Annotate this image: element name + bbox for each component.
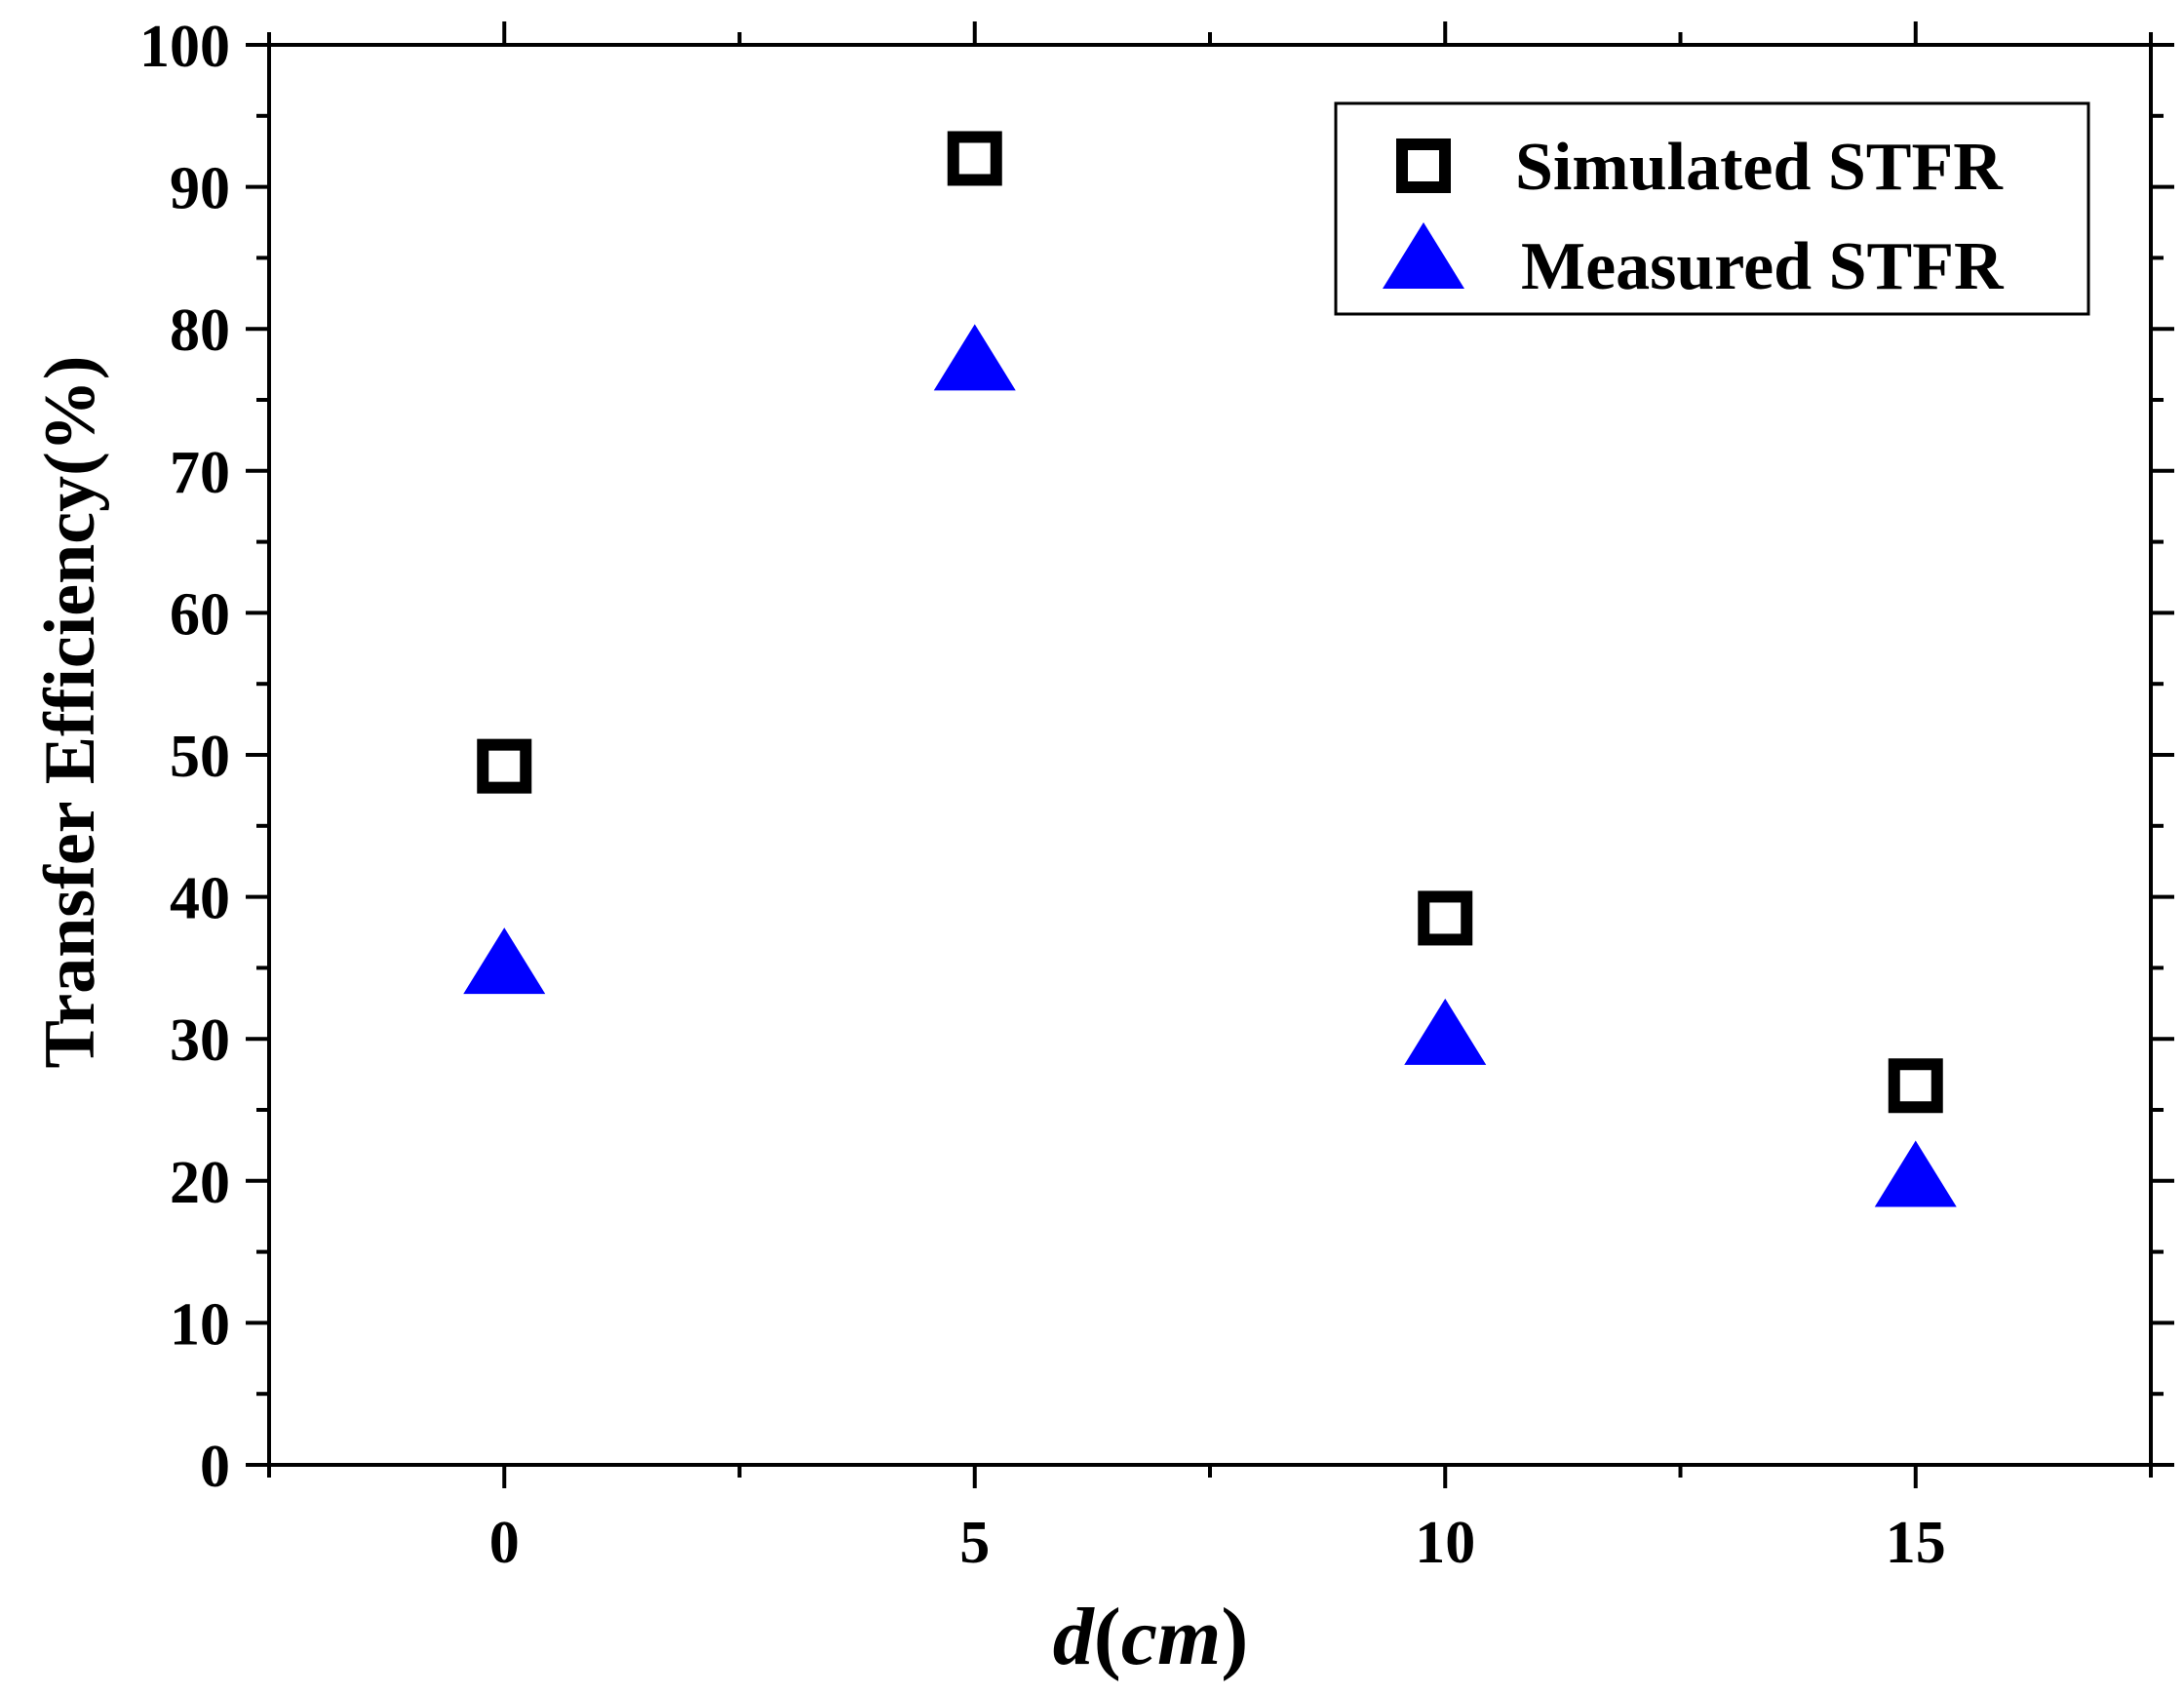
x-axis-label-unit: cm bbox=[1121, 1592, 1222, 1682]
legend-measured-marker bbox=[1383, 222, 1464, 289]
simulated-stfr-point bbox=[477, 738, 532, 794]
x-axis-label-open: ( bbox=[1094, 1592, 1121, 1682]
axis-ticks bbox=[246, 21, 2174, 1488]
y-tick-label: 90 bbox=[170, 156, 230, 222]
tick-labels: 0 10 20 30 40 50 60 70 80 90 100 0 5 10 15 bbox=[139, 14, 1946, 1576]
y-tick-label: 30 bbox=[170, 1007, 230, 1074]
y-tick-label: 10 bbox=[170, 1291, 230, 1358]
x-tick-label: 10 bbox=[1415, 1510, 1475, 1576]
legend-simulated-label: Simulated STFR bbox=[1515, 130, 2004, 205]
y-tick-label: 80 bbox=[170, 297, 230, 364]
plot-frame bbox=[267, 43, 2153, 1467]
y-tick-label: 40 bbox=[170, 866, 230, 932]
legend-box bbox=[1334, 101, 2090, 316]
legend: Simulated STFR Measured STFR bbox=[1334, 101, 2090, 316]
x-axis-label-var: d bbox=[1053, 1592, 1096, 1682]
x-tick-label: 15 bbox=[1886, 1510, 1946, 1576]
y-tick-label: 20 bbox=[170, 1150, 230, 1216]
simulated-stfr-point bbox=[1418, 890, 1473, 946]
x-axis-label: d(cm) bbox=[1053, 1592, 1249, 1682]
y-tick-label: 70 bbox=[170, 440, 230, 506]
measured-stfr-point bbox=[1874, 1140, 1957, 1207]
simulated-stfr-point bbox=[1888, 1058, 1943, 1114]
x-tick-label: 0 bbox=[489, 1510, 520, 1576]
legend-measured-label: Measured STFR bbox=[1521, 229, 2005, 304]
measured-stfr-point bbox=[933, 324, 1016, 391]
y-tick-label: 100 bbox=[139, 14, 230, 80]
y-axis-label: Transfer Efficiency(%) bbox=[30, 356, 110, 1069]
simulated-stfr-point bbox=[947, 131, 1002, 186]
x-tick-label: 5 bbox=[959, 1510, 990, 1576]
x-axis-label-close: ) bbox=[1221, 1592, 1248, 1682]
legend-simulated-marker bbox=[1396, 138, 1451, 193]
y-tick-label: 60 bbox=[170, 581, 230, 648]
measured-stfr-point bbox=[463, 927, 546, 995]
measured-stfr-point bbox=[1404, 998, 1487, 1065]
y-tick-label: 50 bbox=[170, 724, 230, 790]
y-tick-label: 0 bbox=[200, 1434, 230, 1500]
data-points bbox=[463, 131, 1957, 1207]
